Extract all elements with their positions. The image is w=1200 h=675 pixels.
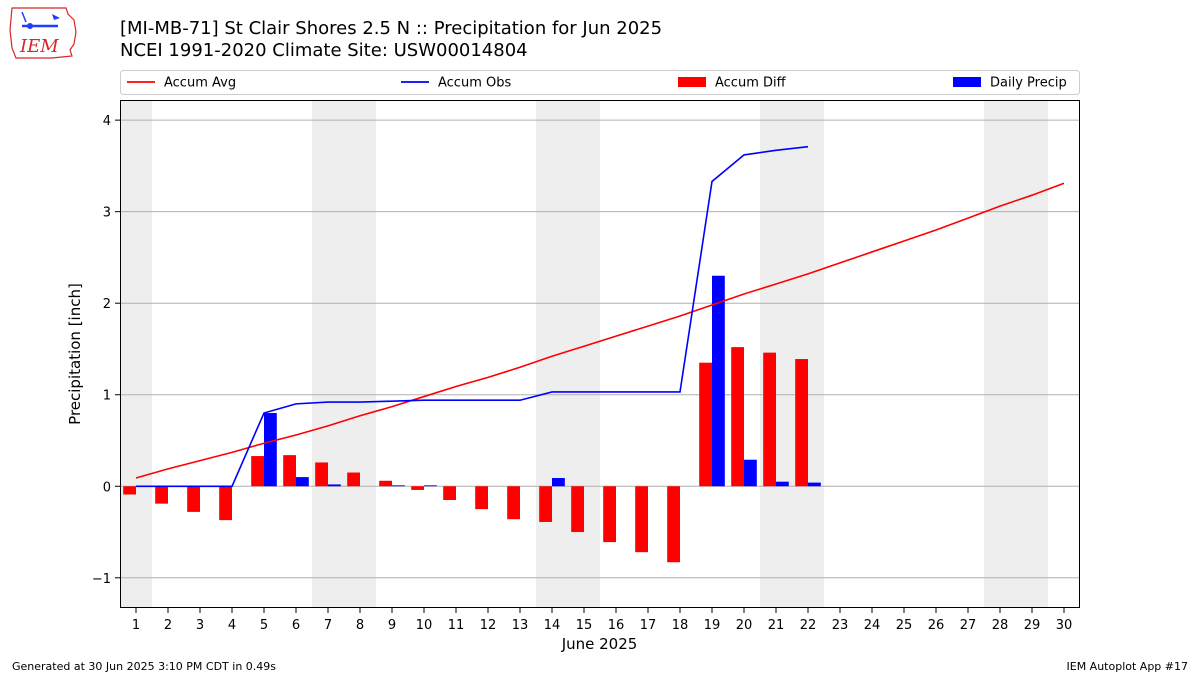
x-tick-label: 4 xyxy=(228,618,236,633)
weekend-shading xyxy=(120,100,1048,608)
accum-obs-line xyxy=(136,145,809,488)
chart-title: [MI-MB-71] St Clair Shores 2.5 N :: Prec… xyxy=(120,18,663,39)
weekend-band xyxy=(120,100,152,608)
y-tick-label: 2 xyxy=(103,297,111,312)
logo-text: IEM xyxy=(19,36,59,57)
bars xyxy=(123,275,821,563)
x-tick-label: 2 xyxy=(164,618,172,633)
accum-diff-bar xyxy=(443,486,456,500)
daily-precip-bar xyxy=(424,485,437,487)
legend-label-accum-diff: Accum Diff xyxy=(715,76,787,91)
x-tick-label: 28 xyxy=(992,618,1009,633)
legend-swatch-accum-diff xyxy=(678,77,706,87)
daily-precip-bar xyxy=(552,478,565,487)
footer-generated: Generated at 30 Jun 2025 3:10 PM CDT in … xyxy=(12,660,277,673)
accum-diff-bar xyxy=(539,486,552,522)
x-axis-label: June 2025 xyxy=(561,635,638,653)
accum-diff-bar xyxy=(283,455,296,487)
legend-label-accum-obs: Accum Obs xyxy=(438,76,511,91)
x-tick-label: 7 xyxy=(324,618,332,633)
y-tick-label: 1 xyxy=(103,389,111,404)
x-tick-label: 23 xyxy=(832,618,849,633)
accum-diff-bar xyxy=(347,472,360,487)
x-tick-label: 11 xyxy=(448,618,465,633)
accum-diff-bar xyxy=(763,352,776,487)
x-tick-label: 30 xyxy=(1056,618,1073,633)
accum-diff-bar xyxy=(315,462,328,487)
x-tick-label: 21 xyxy=(768,618,785,633)
y-tick-label: 4 xyxy=(103,114,111,129)
y-axis: −1 0 1 2 3 4 xyxy=(92,114,120,587)
accum-avg-line xyxy=(135,182,1065,479)
accum-diff-bar xyxy=(411,486,424,490)
legend-label-accum-avg: Accum Avg xyxy=(164,76,236,91)
x-tick-label: 18 xyxy=(672,618,689,633)
legend-swatch-daily-precip xyxy=(953,77,981,87)
weekend-band xyxy=(536,100,600,608)
accum-diff-bar xyxy=(571,486,584,533)
accum-diff-bar xyxy=(379,480,392,487)
accum-diff-bar xyxy=(123,486,136,495)
accum-diff-bar xyxy=(187,486,200,512)
x-tick-label: 5 xyxy=(260,618,268,633)
x-tick-label: 29 xyxy=(1024,618,1041,633)
grid-lines xyxy=(120,119,1080,579)
weekend-band xyxy=(312,100,376,608)
iem-logo: IEM xyxy=(9,7,77,59)
weekend-band xyxy=(984,100,1048,608)
accum-diff-bar xyxy=(251,456,264,487)
x-tick-label: 1 xyxy=(132,618,140,633)
accum-diff-bar xyxy=(731,347,744,487)
accum-diff-bar xyxy=(635,486,648,553)
x-tick-label: 20 xyxy=(736,618,753,633)
daily-precip-bar xyxy=(328,484,341,487)
y-tick-label: −1 xyxy=(92,572,111,587)
x-tick-label: 16 xyxy=(608,618,625,633)
daily-precip-bar xyxy=(712,275,725,487)
accum-diff-bar xyxy=(699,362,712,487)
series-lines xyxy=(135,145,1065,488)
x-tick-label: 12 xyxy=(480,618,497,633)
y-tick-label: 3 xyxy=(103,206,111,221)
legend-box xyxy=(120,70,1080,95)
x-tick-label: 14 xyxy=(544,618,561,633)
x-tick-label: 13 xyxy=(512,618,529,633)
accum-diff-bar xyxy=(475,486,488,510)
x-tick-label: 17 xyxy=(640,618,657,633)
x-tick-label: 26 xyxy=(928,618,945,633)
legend: Accum Avg Accum Obs Accum Diff Daily Precip xyxy=(120,70,1080,95)
legend-label-daily-precip: Daily Precip xyxy=(990,76,1067,91)
x-tick-label: 10 xyxy=(416,618,433,633)
y-tick-label: 0 xyxy=(103,480,111,495)
x-tick-label: 15 xyxy=(576,618,593,633)
daily-precip-bar xyxy=(296,477,309,487)
x-tick-label: 3 xyxy=(196,618,204,633)
chart-subtitle: NCEI 1991-2020 Climate Site: USW00014804 xyxy=(120,40,528,61)
accum-diff-bar xyxy=(219,486,232,521)
daily-precip-bar xyxy=(808,482,821,487)
x-tick-label: 24 xyxy=(864,618,881,633)
accum-diff-bar xyxy=(667,486,680,563)
daily-precip-bar xyxy=(264,413,277,487)
accum-diff-bar xyxy=(155,486,168,504)
plot-frame xyxy=(120,100,1080,608)
daily-precip-bar xyxy=(744,459,757,487)
x-tick-label: 19 xyxy=(704,618,721,633)
footer-app: IEM Autoplot App #17 xyxy=(1066,660,1189,673)
x-tick-label: 8 xyxy=(356,618,364,633)
accum-diff-bar xyxy=(795,359,808,487)
x-tick-label: 25 xyxy=(896,618,913,633)
x-tick-label: 6 xyxy=(292,618,300,633)
accum-diff-bar xyxy=(603,486,616,543)
y-axis-label: Precipitation [inch] xyxy=(66,283,84,425)
daily-precip-bar xyxy=(392,485,405,487)
x-axis: 1 2 3 4 5 6 7 8 9 10 11 12 13 14 15 16 17 18 19 20 21 22 23 24 2… xyxy=(132,608,1072,633)
x-tick-label: 9 xyxy=(388,618,396,633)
x-tick-label: 27 xyxy=(960,618,977,633)
x-tick-label: 22 xyxy=(800,618,817,633)
accum-diff-bar xyxy=(507,486,520,520)
daily-precip-bar xyxy=(776,481,789,487)
